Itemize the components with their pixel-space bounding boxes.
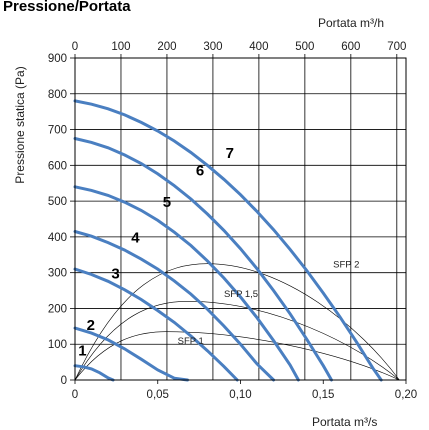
- pressure-curve-5: [73, 185, 300, 382]
- pressure-curve-1: [73, 364, 115, 382]
- top-tick-label: 0: [72, 41, 78, 53]
- bottom-tick-label: 0,15: [312, 389, 334, 401]
- pressure-curve-4: [73, 230, 276, 382]
- curve-label: 5: [163, 194, 171, 211]
- y-tick-label: 400: [48, 232, 67, 244]
- bottom-tick-label: 0: [72, 389, 78, 401]
- sfp-label: SFP 2: [333, 259, 359, 270]
- curve-label: 1: [78, 343, 86, 360]
- y-tick-label: 300: [48, 268, 67, 280]
- top-tick-label: 600: [341, 41, 360, 53]
- top-axis-title: Portata m³/h: [318, 16, 384, 30]
- curve-label: 6: [196, 162, 204, 179]
- sfp-label: SFP 1,5: [224, 289, 258, 300]
- curve-label: 2: [87, 317, 95, 334]
- chart-title: Pressione/Portata: [3, 0, 131, 15]
- tick-labels: 0 100 200 300 400 500 600 700010020030040050060…: [48, 41, 417, 401]
- curve-label: 4: [131, 230, 140, 247]
- top-tick-label: 300: [203, 41, 222, 53]
- sfp-curve: [74, 331, 400, 381]
- y-tick-label: 800: [48, 89, 67, 101]
- sfp-curve: [74, 300, 400, 381]
- bottom-tick-label: 0,05: [147, 389, 169, 401]
- sfp-curves: [74, 263, 400, 381]
- pressure-curve-2: [73, 326, 189, 382]
- curve-label: 7: [226, 145, 234, 162]
- y-tick-label: 600: [48, 160, 67, 172]
- top-tick-label: 700: [387, 41, 406, 53]
- sfp-curve: [74, 263, 400, 381]
- top-tick-label: 200: [157, 41, 176, 53]
- sfp-label: SFP 1: [178, 336, 204, 347]
- curve-labels: 12 3 4 5 6 7 SFP 1 SFP 1,5 SFP 2: [78, 145, 359, 360]
- pressure-curve-6: [73, 137, 333, 382]
- pressure-curve-7: [73, 99, 383, 382]
- plot-frame: [74, 57, 407, 381]
- top-tick-label: 100: [111, 41, 130, 53]
- y-tick-label: 200: [48, 303, 67, 315]
- bottom-tick-label: 0,10: [229, 389, 251, 401]
- curve-label: 3: [111, 266, 119, 283]
- y-tick-label: 0: [61, 375, 67, 387]
- bottom-axis-title: Portata m³/s: [312, 415, 377, 429]
- grid: [70, 54, 407, 384]
- y-tick-label: 500: [48, 196, 67, 208]
- top-tick-label: 400: [249, 41, 268, 53]
- y-tick-label: 700: [48, 125, 67, 137]
- y-tick-label: 100: [48, 339, 67, 351]
- pressure-curve-3: [73, 267, 239, 382]
- top-tick-label: 500: [295, 41, 314, 53]
- y-tick-label: 900: [48, 53, 67, 65]
- y-axis-title: Pressione statica (Pa): [13, 66, 27, 183]
- pressure-curves: [73, 99, 383, 382]
- bottom-tick-label: 0,20: [395, 389, 417, 401]
